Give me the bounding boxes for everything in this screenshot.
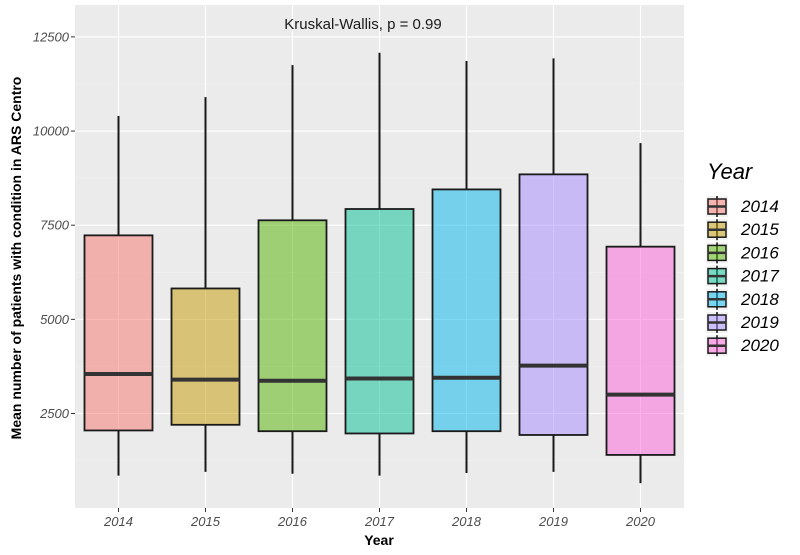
test-annotation: Kruskal-Wallis, p = 0.99 <box>284 16 441 33</box>
legend-item-2020: 2020 <box>706 335 779 357</box>
y-axis-title: Mean number of patients with condition i… <box>8 77 24 440</box>
legend-label: 2020 <box>740 336 779 355</box>
legend-label: 2019 <box>740 313 779 332</box>
x-tick-label: 2014 <box>103 514 133 529</box>
box-iqr <box>605 245 676 456</box>
x-axis-title: Year <box>364 532 394 548</box>
legend-item-2015: 2015 <box>706 219 779 241</box>
box-iqr <box>344 208 415 435</box>
x-tick-label: 2020 <box>625 514 656 529</box>
legend-label: 2015 <box>740 220 779 239</box>
box-2019 <box>518 58 589 472</box>
x-tick-label: 2015 <box>190 514 221 529</box>
box-2016 <box>257 65 328 474</box>
legend-items: 2014 2015 2016 2017 2018 2019 2020 <box>706 196 779 357</box>
boxes <box>83 52 676 484</box>
box-2014 <box>83 115 154 476</box>
legend-item-2018: 2018 <box>706 288 779 310</box>
y-tick-label: 5000 <box>40 312 70 327</box>
x-tick-label: 2018 <box>451 514 482 529</box>
y-axis-ticks: 2500 5000 7500 10000 12500 <box>33 29 75 421</box>
y-tick-label: 7500 <box>40 218 70 233</box>
legend-label: 2017 <box>740 267 779 286</box>
legend-label: 2016 <box>740 243 779 262</box>
legend-item-2019: 2019 <box>706 312 779 333</box>
legend-label: 2014 <box>740 197 779 216</box>
x-tick-label: 2017 <box>364 514 395 529</box>
x-tick-label: 2019 <box>538 514 568 529</box>
x-axis-ticks: 2014 2015 2016 2017 2018 2019 2020 <box>103 508 656 529</box>
box-iqr <box>170 287 241 426</box>
x-tick-label: 2016 <box>277 514 308 529</box>
box-iqr <box>431 188 502 433</box>
y-tick-label: 12500 <box>33 29 70 44</box>
legend-item-2016: 2016 <box>706 242 779 264</box>
legend: Year 2014 2015 2016 2017 2018 2019 2020 <box>706 159 779 357</box>
box-2017 <box>344 52 415 476</box>
box-2015 <box>170 97 241 472</box>
box-2020 <box>605 143 676 484</box>
y-tick-label: 2500 <box>39 406 70 421</box>
y-tick-label: 10000 <box>33 124 70 139</box>
legend-label: 2018 <box>740 290 779 309</box>
legend-item-2017: 2017 <box>706 265 779 287</box>
box-iqr <box>257 219 328 433</box>
box-2018 <box>431 61 502 474</box>
legend-title: Year <box>707 159 754 184</box>
box-iqr <box>83 234 154 432</box>
legend-item-2014: 2014 <box>706 196 779 217</box>
box-iqr <box>518 173 589 436</box>
